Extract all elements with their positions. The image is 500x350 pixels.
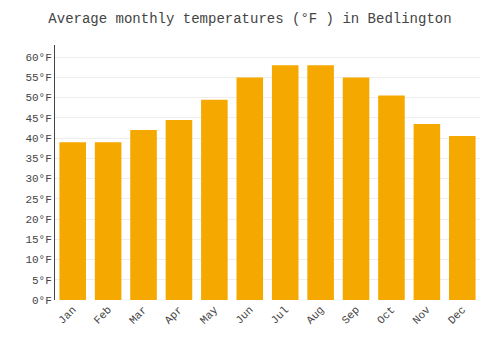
svg-text:5°F: 5°F (32, 275, 52, 287)
svg-text:10°F: 10°F (25, 254, 51, 266)
svg-text:45°F: 45°F (25, 113, 51, 125)
svg-text:20°F: 20°F (25, 214, 51, 226)
svg-text:Jan: Jan (56, 304, 78, 326)
svg-text:35°F: 35°F (25, 153, 51, 165)
svg-text:Aug: Aug (304, 304, 326, 326)
svg-text:Jul: Jul (269, 304, 291, 326)
svg-text:Feb: Feb (92, 304, 114, 326)
svg-text:15°F: 15°F (25, 234, 51, 246)
svg-text:May: May (198, 304, 221, 327)
svg-text:40°F: 40°F (25, 133, 51, 145)
svg-text:60°F: 60°F (25, 52, 51, 64)
svg-text:Average monthly temperatures (: Average monthly temperatures (°F ) in Be… (48, 11, 451, 27)
svg-text:55°F: 55°F (25, 72, 51, 84)
svg-text:0°F: 0°F (32, 295, 52, 307)
svg-text:Jun: Jun (233, 304, 255, 326)
svg-text:30°F: 30°F (25, 173, 51, 185)
svg-text:25°F: 25°F (25, 194, 51, 206)
svg-text:Mar: Mar (127, 304, 149, 326)
svg-text:Apr: Apr (162, 304, 184, 326)
svg-text:Nov: Nov (410, 304, 433, 327)
svg-text:Sep: Sep (340, 304, 362, 326)
svg-text:Oct: Oct (375, 304, 397, 326)
svg-text:50°F: 50°F (25, 92, 51, 104)
svg-text:Dec: Dec (446, 304, 468, 326)
